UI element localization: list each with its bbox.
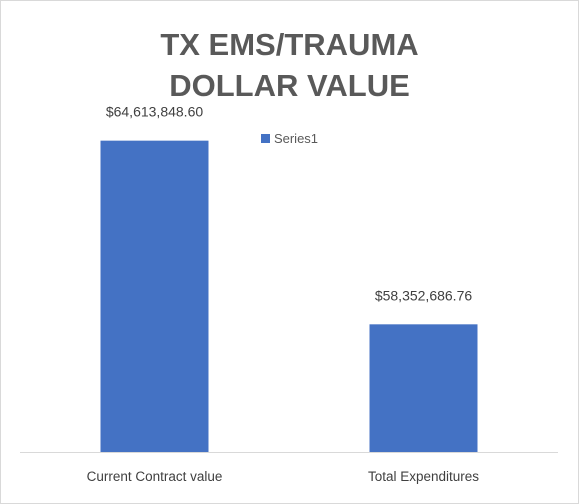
legend: Series1 bbox=[0, 131, 579, 146]
bar-1 bbox=[100, 140, 209, 452]
x-tick-label-1: Current Contract value bbox=[87, 469, 223, 484]
x-tick-label-2: Total Expenditures bbox=[368, 469, 479, 484]
data-label-2: $58,352,686.76 bbox=[375, 287, 473, 303]
legend-swatch-series1 bbox=[260, 134, 270, 143]
data-label-1: $64,613,848.60 bbox=[106, 104, 204, 120]
legend-label-series1: Series1 bbox=[273, 131, 319, 146]
chart-title: TX EMS/TRAUMA DOLLAR VALUE bbox=[160, 27, 419, 103]
bar-2 bbox=[369, 324, 478, 452]
